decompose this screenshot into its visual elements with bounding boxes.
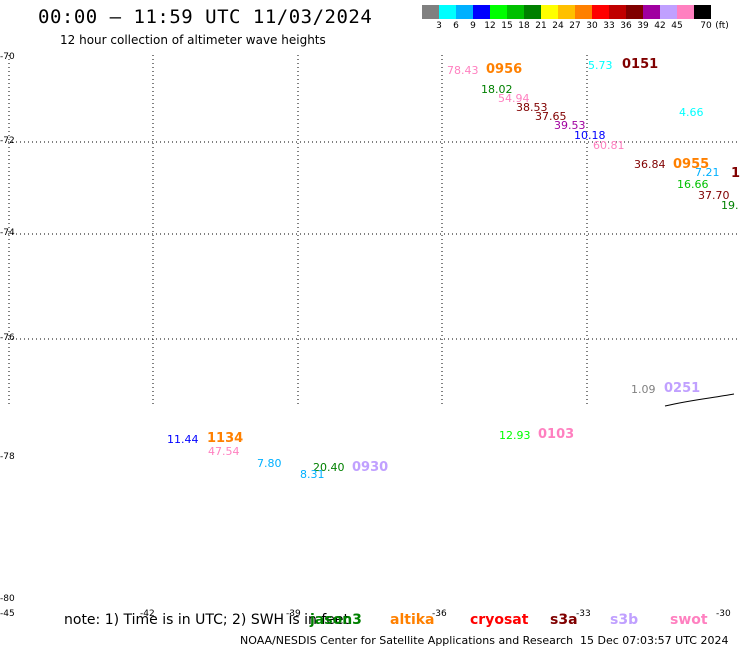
longitude-label: -30 — [716, 609, 731, 619]
color-scale-label: 12 — [484, 21, 496, 31]
satellite-legend-item: altika — [390, 612, 435, 628]
wave-height-label: 10.18 — [574, 129, 606, 142]
wave-height-label: 36.84 — [634, 158, 666, 171]
longitude-label: -39 — [286, 609, 301, 619]
color-scale-label: (ft) — [715, 21, 729, 31]
color-scale-label: 39 — [637, 21, 649, 31]
color-scale-label: 70 — [700, 21, 712, 31]
color-swatch — [694, 5, 711, 19]
color-scale-label: 45 — [671, 21, 683, 31]
color-swatch — [490, 5, 507, 19]
longitude-label: -36 — [432, 609, 447, 619]
footer-credit: NOAA/NESDIS Center for Satellite Applica… — [240, 634, 574, 647]
longitude-label: -45 — [0, 609, 15, 619]
latitude-label: -76 — [0, 333, 15, 343]
wave-height-label: 39.53 — [554, 119, 586, 132]
wave-height-label: 1.09 — [631, 383, 656, 396]
color-swatch — [660, 5, 677, 19]
coastline — [664, 393, 735, 407]
color-scale-label: 42 — [654, 21, 666, 31]
color-scale-label: 33 — [603, 21, 615, 31]
satellite-legend-item: s3a — [550, 612, 578, 628]
color-swatch — [507, 5, 524, 19]
wave-height-label: 11.44 — [167, 433, 199, 446]
pass-time-label: 1( — [731, 166, 740, 181]
graticule — [8, 55, 740, 405]
color-swatch — [677, 5, 694, 19]
wave-height-label: 4.66 — [679, 106, 704, 119]
wave-height-label: 20.40 — [313, 461, 345, 474]
color-scale-label: 24 — [552, 21, 564, 31]
wave-height-label: 12.93 — [499, 429, 531, 442]
wave-height-label: 38.53 — [516, 101, 548, 114]
color-swatch — [541, 5, 558, 19]
color-scale-label: 3 — [436, 21, 442, 31]
color-swatch — [473, 5, 490, 19]
wave-height-label: 5.73 — [588, 59, 613, 72]
wave-height-label: 60.81 — [593, 139, 625, 152]
latitude-label: -74 — [0, 228, 15, 238]
satellite-legend-item: cryosat — [470, 612, 529, 628]
color-scale-labels: 3 6 9 12 15 18 21 24 27 30 33 36 39 42 45 70 (ft) — [422, 21, 740, 33]
wave-height-label: 54.94 — [498, 92, 530, 105]
color-swatch — [422, 5, 439, 19]
satellite-legend-item: jason3 — [310, 612, 362, 628]
color-swatch — [575, 5, 592, 19]
color-scale-label: 21 — [535, 21, 547, 31]
color-swatch — [456, 5, 473, 19]
color-swatch — [592, 5, 609, 19]
color-scale-label: 15 — [501, 21, 513, 31]
color-scale-label: 9 — [470, 21, 476, 31]
color-swatch — [609, 5, 626, 19]
pass-time-label: 0151 — [622, 57, 659, 72]
wave-height-label: 7.80 — [257, 457, 282, 470]
latitude-label: -70 — [0, 52, 15, 62]
latitude-label: -80 — [0, 594, 15, 604]
satellite-legend-item: s3b — [610, 612, 639, 628]
pass-time-label: 0103 — [538, 427, 575, 442]
wave-height-label: 78.43 — [447, 64, 479, 77]
wave-height-label: 8.31 — [300, 468, 325, 481]
footer-note: note: 1) Time is in UTC; 2) SWH is in fe… — [64, 612, 350, 628]
pass-time-label: 0955 — [673, 157, 710, 172]
color-scale-label: 27 — [569, 21, 581, 31]
map-title: 00:00 — 11:59 UTC 11/03/2024 — [38, 6, 373, 28]
satellite-legend-item: swot — [670, 612, 708, 628]
color-swatch — [626, 5, 643, 19]
pass-time-label: 0930 — [352, 460, 389, 475]
color-swatch — [524, 5, 541, 19]
latitude-label: -72 — [0, 136, 15, 146]
footer-timestamp: 15 Dec 07:03:57 UTC 2024 — [580, 634, 729, 647]
wave-height-label: 18.02 — [481, 83, 513, 96]
pass-time-label: 1134 — [207, 431, 244, 446]
wave-height-label: 37.70 — [698, 189, 730, 202]
color-swatch — [643, 5, 660, 19]
wave-height-label: 19. — [721, 199, 739, 212]
wave-height-label: 37.65 — [535, 110, 567, 123]
wave-height-label: 7.21 — [695, 166, 720, 179]
longitude-label: -42 — [140, 609, 155, 619]
color-scale-label: 6 — [453, 21, 459, 31]
pass-time-label: 0956 — [486, 62, 523, 77]
map-subtitle: 12 hour collection of altimeter wave hei… — [60, 33, 326, 47]
longitude-label: -33 — [576, 609, 591, 619]
color-scale-label: 36 — [620, 21, 632, 31]
color-scale-legend — [422, 5, 711, 19]
color-scale-label: 30 — [586, 21, 598, 31]
color-swatch — [439, 5, 456, 19]
pass-time-label: 0251 — [664, 381, 701, 396]
latitude-label: -78 — [0, 452, 15, 462]
wave-height-label: 47.54 — [208, 445, 240, 458]
color-swatch — [558, 5, 575, 19]
color-scale-label: 18 — [518, 21, 530, 31]
wave-height-label: 16.66 — [677, 178, 709, 191]
